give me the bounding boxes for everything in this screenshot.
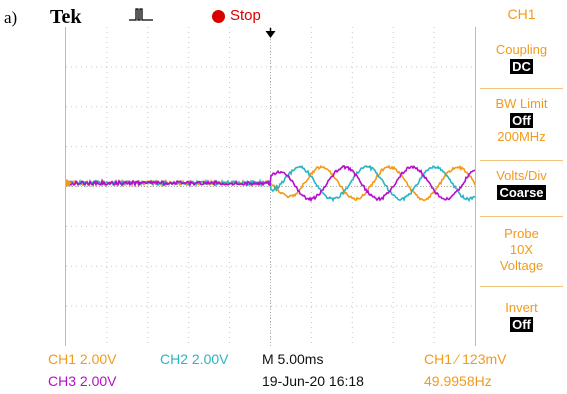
- ch3-scale: CH3 2.00V: [48, 373, 116, 389]
- volts-div-button[interactable]: Volts/Div Coarse: [476, 168, 567, 201]
- frequency-readout: 49.9958Hz: [424, 373, 492, 389]
- menu-divider: [480, 286, 563, 287]
- menu-divider: [480, 216, 563, 217]
- coupling-button[interactable]: Coupling DC: [476, 42, 567, 75]
- menu-title: CH1: [476, 6, 567, 22]
- invert-button[interactable]: Invert Off: [476, 300, 567, 333]
- bw-limit-button[interactable]: BW Limit Off 200MHz: [476, 96, 567, 145]
- bw-limit-label: BW Limit: [476, 96, 567, 112]
- probe-sub: Voltage: [476, 258, 567, 274]
- pulse-trigger-icon: [128, 6, 154, 22]
- volts-div-value: Coarse: [497, 185, 545, 200]
- probe-button[interactable]: Probe 10X Voltage: [476, 226, 567, 274]
- brand-logo: Tek: [50, 6, 82, 29]
- trigger-position-icon: [266, 31, 276, 38]
- ch2-scale: CH2 2.00V: [160, 351, 228, 367]
- date-time: 19-Jun-20 16:18: [262, 373, 364, 389]
- ch1-side-menu: CH1 Coupling DC BW Limit Off 200MHz Volt…: [476, 0, 567, 394]
- bw-limit-sub: 200MHz: [476, 129, 567, 145]
- timebase: M 5.00ms: [262, 351, 323, 367]
- menu-divider: [480, 88, 563, 89]
- probe-value: 10X: [476, 242, 567, 258]
- probe-label: Probe: [476, 226, 567, 242]
- trigger-level: CH1 ∕ 123mV: [424, 351, 506, 367]
- waveform-graticule: [66, 27, 475, 346]
- acquisition-status: Stop: [230, 7, 261, 24]
- figure-label: a): [4, 8, 17, 28]
- waveform-display: [65, 27, 476, 346]
- ch1-scale: CH1 2.00V: [48, 351, 116, 367]
- invert-label: Invert: [476, 300, 567, 316]
- menu-divider: [480, 160, 563, 161]
- coupling-value: DC: [510, 59, 533, 74]
- bw-limit-value: Off: [510, 113, 533, 128]
- coupling-label: Coupling: [476, 42, 567, 58]
- invert-value: Off: [510, 317, 533, 332]
- stop-indicator-icon: [212, 10, 225, 23]
- volts-div-label: Volts/Div: [476, 168, 567, 184]
